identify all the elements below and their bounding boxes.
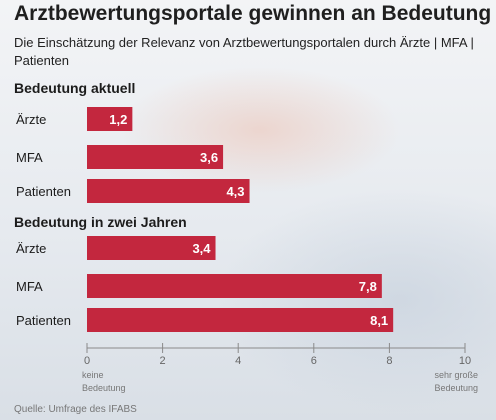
axis-min-label: Bedeutung [82,383,126,393]
category-label: Ärzte [16,241,46,256]
x-tick-label: 8 [386,355,392,367]
bar-value-label: 1,2 [109,112,127,127]
category-label: MFA [16,279,43,294]
bar-value-label: 3,4 [192,241,211,256]
bar [87,145,224,169]
bar [87,274,382,298]
axis-max-label: Bedeutung [434,383,478,393]
category-label: Ärzte [16,112,46,127]
category-label: Patienten [16,184,71,199]
bar [87,179,250,203]
category-label: Patienten [16,313,71,328]
x-tick-label: 0 [84,355,90,367]
x-tick-label: 2 [160,355,166,367]
bar [87,236,216,260]
section-heading-current: Bedeutung aktuell [14,80,136,96]
bar-value-label: 7,8 [359,279,377,294]
axis-max-label: sehr große [434,370,478,380]
section-heading-two-years: Bedeutung in zwei Jahren [14,214,187,230]
source-note: Quelle: Umfrage des IFABS [14,404,137,415]
category-label: MFA [16,150,43,165]
bar [87,308,394,332]
x-tick-label: 4 [235,355,241,367]
chart-title: Arztbewertungsportale gewinnen an Bedeut… [14,2,492,25]
chart-subtitle: Die Einschätzung der Relevanz von Arztbe… [14,35,474,68]
bar-value-label: 3,6 [200,150,218,165]
bar-value-label: 8,1 [370,313,388,328]
bar [87,107,133,131]
bar-value-label: 4,3 [226,184,244,199]
x-tick-label: 10 [459,355,471,367]
axis-min-label: keine [82,370,104,380]
x-tick-label: 6 [311,355,317,367]
